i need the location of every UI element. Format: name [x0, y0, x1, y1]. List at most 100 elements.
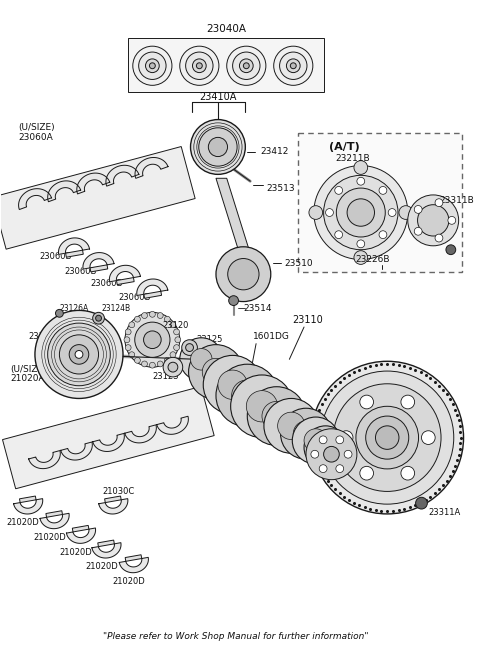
Circle shape	[196, 63, 202, 69]
Circle shape	[139, 52, 166, 79]
Circle shape	[175, 337, 181, 342]
Polygon shape	[144, 291, 162, 298]
Polygon shape	[216, 178, 251, 256]
Text: 1601DG: 1601DG	[253, 333, 290, 341]
Text: 21020D: 21020D	[85, 562, 118, 571]
Circle shape	[304, 426, 347, 469]
Circle shape	[144, 331, 161, 348]
Polygon shape	[105, 496, 121, 502]
Text: (U/SIZE): (U/SIZE)	[18, 123, 55, 132]
Circle shape	[262, 401, 291, 431]
Text: 23040A: 23040A	[206, 24, 246, 33]
Circle shape	[319, 464, 327, 472]
Circle shape	[274, 46, 313, 85]
Circle shape	[218, 370, 247, 400]
Polygon shape	[106, 165, 139, 186]
Polygon shape	[125, 555, 142, 562]
Polygon shape	[66, 250, 83, 257]
Text: 23060B: 23060B	[91, 279, 123, 289]
Circle shape	[199, 128, 237, 166]
Circle shape	[203, 356, 262, 414]
Circle shape	[324, 446, 339, 462]
Circle shape	[336, 188, 385, 237]
Circle shape	[375, 426, 399, 449]
Circle shape	[418, 205, 449, 236]
Circle shape	[182, 340, 197, 356]
Circle shape	[247, 387, 306, 445]
Text: 23110: 23110	[292, 315, 323, 325]
Polygon shape	[125, 425, 156, 443]
Polygon shape	[61, 442, 92, 460]
Circle shape	[336, 436, 344, 443]
Circle shape	[311, 361, 464, 514]
Circle shape	[134, 316, 140, 322]
Circle shape	[48, 323, 110, 386]
Polygon shape	[109, 265, 140, 282]
Polygon shape	[48, 181, 81, 202]
Polygon shape	[135, 157, 168, 178]
Text: 23510: 23510	[285, 259, 313, 268]
Circle shape	[233, 52, 260, 79]
Polygon shape	[137, 279, 168, 295]
Circle shape	[401, 395, 415, 409]
Circle shape	[435, 234, 443, 242]
Circle shape	[125, 312, 180, 367]
Circle shape	[149, 63, 156, 69]
Circle shape	[125, 329, 131, 335]
Polygon shape	[13, 499, 43, 514]
Circle shape	[149, 312, 156, 318]
Polygon shape	[72, 525, 89, 532]
Circle shape	[170, 322, 176, 328]
Circle shape	[180, 338, 223, 381]
Text: 23126A: 23126A	[60, 304, 89, 313]
Circle shape	[344, 450, 352, 458]
Circle shape	[304, 429, 327, 452]
Text: (U/SIZE): (U/SIZE)	[11, 365, 47, 374]
Polygon shape	[40, 514, 69, 529]
Circle shape	[319, 436, 327, 443]
Circle shape	[292, 417, 339, 464]
Circle shape	[335, 231, 343, 239]
Circle shape	[293, 421, 319, 446]
Circle shape	[356, 406, 419, 469]
FancyBboxPatch shape	[298, 133, 462, 272]
Circle shape	[309, 206, 323, 219]
Polygon shape	[117, 277, 134, 285]
Circle shape	[134, 358, 140, 363]
Circle shape	[186, 344, 193, 352]
Circle shape	[157, 361, 163, 367]
Circle shape	[379, 231, 387, 239]
Circle shape	[129, 352, 135, 358]
Polygon shape	[29, 451, 60, 468]
Circle shape	[228, 296, 239, 306]
Circle shape	[314, 165, 408, 260]
Circle shape	[69, 344, 89, 364]
Circle shape	[335, 186, 343, 194]
Circle shape	[157, 313, 163, 318]
Text: 23060B: 23060B	[64, 267, 96, 276]
Circle shape	[216, 364, 278, 427]
Circle shape	[240, 59, 253, 73]
Text: "Please refer to Work Shop Manual for further information": "Please refer to Work Shop Manual for fu…	[103, 632, 368, 641]
Polygon shape	[90, 265, 108, 272]
Circle shape	[311, 450, 319, 458]
Text: 23124B: 23124B	[101, 304, 131, 313]
Circle shape	[75, 350, 83, 358]
Text: 23226B: 23226B	[355, 255, 390, 264]
Text: 23311A: 23311A	[428, 508, 461, 518]
Circle shape	[416, 497, 427, 509]
Circle shape	[208, 137, 228, 157]
Circle shape	[321, 371, 454, 504]
Text: 23060B: 23060B	[118, 293, 151, 302]
Polygon shape	[120, 558, 148, 573]
Circle shape	[290, 63, 296, 69]
Circle shape	[174, 329, 180, 335]
Text: 23513: 23513	[267, 184, 296, 193]
Circle shape	[192, 59, 206, 73]
Circle shape	[142, 313, 147, 318]
Circle shape	[124, 337, 130, 342]
Text: 23127B: 23127B	[28, 333, 60, 341]
Polygon shape	[98, 540, 114, 546]
Circle shape	[164, 358, 170, 363]
Circle shape	[360, 395, 373, 409]
